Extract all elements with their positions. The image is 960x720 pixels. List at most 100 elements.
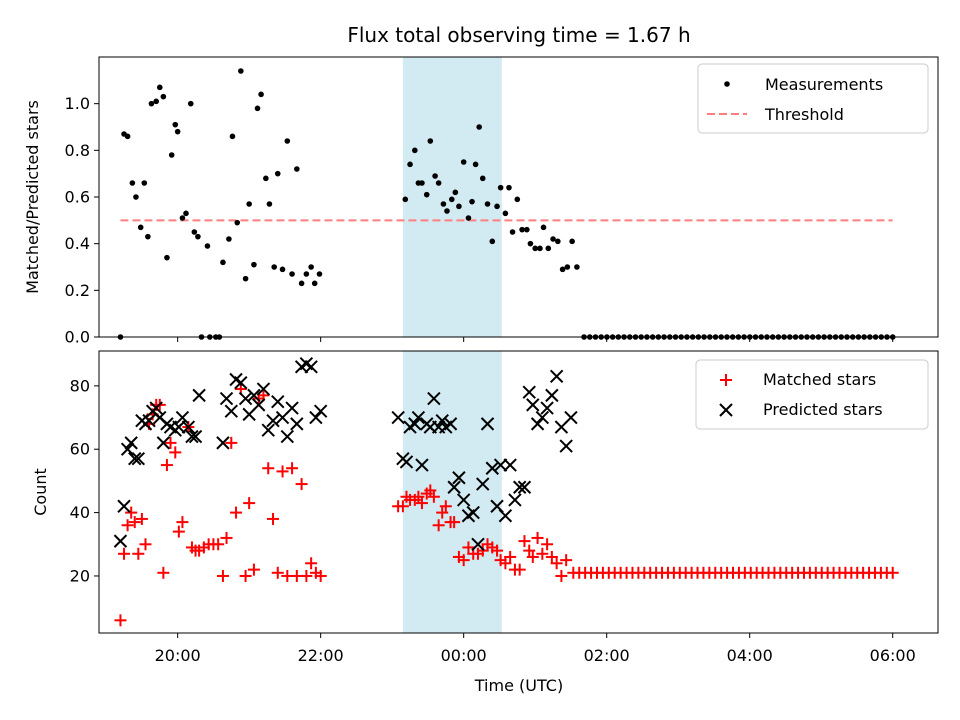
- predicted-star-point: [545, 388, 559, 403]
- predicted-star-point: [391, 410, 405, 425]
- measurement-point: [137, 224, 144, 231]
- matched-star-point: [415, 497, 428, 510]
- legend-matched-label: Matched stars: [763, 370, 876, 389]
- legend-measurements-marker: [724, 81, 730, 87]
- matched-star-point: [536, 547, 549, 560]
- y-tick-label: 1.0: [65, 94, 90, 113]
- matched-star-point: [476, 544, 489, 557]
- matched-star-point: [436, 506, 449, 519]
- ratio-legend-box: [697, 63, 929, 134]
- measurement-point: [423, 191, 430, 198]
- matched-star-point: [427, 490, 440, 503]
- predicted-star-point: [549, 369, 564, 384]
- measurement-point: [229, 133, 236, 140]
- y-tick-label: 0.6: [65, 188, 90, 207]
- predicted-star-point: [266, 414, 280, 428]
- measurement-point: [506, 184, 512, 191]
- measurement-point: [524, 226, 530, 233]
- legend-threshold-label: Threshold: [764, 105, 844, 124]
- measurement-point: [308, 264, 314, 270]
- matched-star-point: [216, 569, 229, 582]
- measurement-point: [435, 180, 442, 186]
- y-tick-label: 0.0: [65, 328, 90, 347]
- matched-star-point: [118, 547, 131, 560]
- matched-star-point: [247, 563, 260, 576]
- matched-star-point: [220, 531, 233, 544]
- predicted-star-point: [224, 404, 238, 418]
- count-legend: Matched stars Predicted stars: [695, 359, 929, 430]
- matched-star-point: [286, 462, 299, 475]
- matched-star-point: [125, 506, 138, 519]
- predicted-star-point: [564, 410, 578, 425]
- predicted-star-point: [508, 493, 522, 507]
- measurement-point: [427, 138, 434, 144]
- matched-star-point: [135, 512, 148, 525]
- predicted-star-point: [131, 452, 146, 466]
- matched-star-point: [555, 569, 568, 582]
- predicted-star-point: [172, 420, 186, 434]
- matched-star-point: [550, 557, 563, 570]
- matched-star-point: [499, 557, 512, 570]
- predicted-star-point: [452, 471, 466, 485]
- measurement-point: [519, 226, 525, 233]
- measurement-point: [164, 254, 170, 261]
- measurement-point: [476, 124, 482, 130]
- ratio-legend: Measurements Threshold: [697, 63, 929, 134]
- measurement-point: [456, 203, 462, 210]
- matched-stars-points: [114, 383, 899, 627]
- matched-star-point: [518, 535, 531, 548]
- matched-star-point: [160, 459, 173, 472]
- measurement-point: [145, 233, 151, 240]
- predicted-star-point: [117, 499, 131, 513]
- measurement-point: [527, 240, 534, 247]
- matched-star-point: [128, 516, 141, 529]
- predicted-star-point: [456, 493, 471, 507]
- predicted-star-point: [188, 429, 203, 444]
- measurement-point: [509, 229, 516, 235]
- y-tick-label: 40: [70, 503, 90, 522]
- predicted-star-point: [247, 388, 261, 403]
- matched-star-point: [531, 531, 544, 544]
- matched-star-point: [504, 550, 517, 563]
- predicted-star-point: [290, 417, 304, 431]
- predicted-star-point: [271, 394, 285, 409]
- measurement-point: [448, 196, 455, 203]
- measurement-point: [303, 271, 310, 277]
- predicted-star-point: [181, 420, 196, 434]
- predicted-star-point: [517, 480, 532, 494]
- matched-star-point: [176, 516, 189, 529]
- predicted-star-point: [256, 382, 271, 396]
- predicted-star-point: [238, 391, 253, 406]
- measurement-point: [452, 189, 459, 196]
- predicted-star-point: [559, 439, 573, 453]
- matched-star-point: [513, 563, 526, 576]
- measurement-point: [465, 215, 472, 221]
- measurement-point: [251, 261, 257, 268]
- predicted-star-point: [443, 417, 458, 431]
- measurement-point: [279, 266, 286, 273]
- matched-star-point: [545, 550, 558, 563]
- measurement-point: [195, 233, 201, 240]
- x-tick-label: 06:00: [870, 646, 916, 665]
- predicted-star-point: [280, 429, 295, 444]
- predicted-star-point: [485, 461, 499, 475]
- predicted-star-point: [234, 375, 248, 390]
- measurement-point: [432, 173, 438, 179]
- matched-star-point: [541, 538, 554, 551]
- x-tick-label: 22:00: [298, 646, 344, 665]
- predicted-star-point: [415, 458, 429, 472]
- matched-star-point: [164, 436, 177, 449]
- matched-star-point: [169, 446, 182, 459]
- ratio-y-ticks: 0.0 0.2 0.4 0.6 0.8 1.0: [65, 94, 99, 347]
- measurement-point: [537, 245, 543, 252]
- predicted-star-point: [512, 480, 527, 494]
- measurement-point: [174, 128, 181, 135]
- matched-star-point: [886, 566, 899, 579]
- measurement-point: [204, 243, 211, 249]
- measurement-point: [141, 180, 148, 186]
- measurement-point: [402, 196, 409, 203]
- matched-star-point: [239, 569, 252, 582]
- measurement-point: [183, 210, 189, 217]
- measurement-point: [263, 175, 269, 182]
